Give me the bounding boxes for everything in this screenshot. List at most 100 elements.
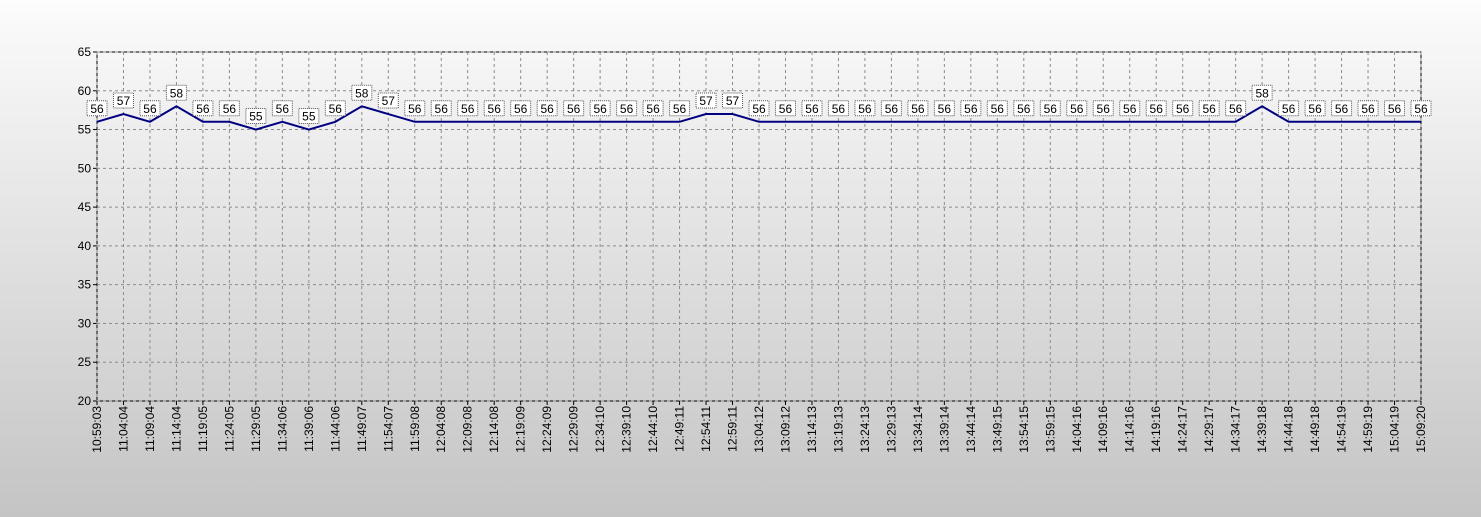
label-box [960,100,982,117]
label-box [324,100,346,117]
x-tick-label: 14:54:19 [1335,406,1349,453]
data-label: 56 [885,102,899,116]
x-tick-label: 11:54:07 [381,406,395,452]
label-box [748,100,770,117]
x-tick-label: 12:24:09 [540,406,554,453]
label-box [139,100,161,117]
label-box [1198,100,1220,117]
label-box [642,100,664,117]
data-label: 56 [1308,102,1322,116]
data-label: 56 [223,102,237,116]
label-box [86,100,108,117]
label-box [986,100,1008,117]
label-box [483,100,505,117]
label-box [1145,100,1167,117]
data-label: 56 [1361,102,1375,116]
data-label: 56 [1202,102,1216,116]
y-tick-label: 55 [78,123,92,137]
x-tick-label: 13:59:15 [1043,406,1057,453]
data-label: 57 [726,94,740,108]
data-label: 56 [1229,102,1243,116]
x-tick-label: 15:09:20 [1414,406,1428,453]
data-label: 56 [1070,102,1084,116]
data-label: 56 [461,102,475,116]
label-box [616,100,638,117]
x-tick-label: 11:44:06 [328,406,342,452]
x-tick-label: 14:19:16 [1149,406,1163,453]
x-tick-label: 13:29:13 [884,406,898,453]
x-tick-label: 14:44:18 [1282,406,1296,453]
data-label: 56 [276,102,290,116]
label-box [1172,100,1194,117]
label-box [1119,100,1141,117]
data-label: 56 [991,102,1005,116]
label-box [589,100,611,117]
x-tick-label: 13:39:14 [937,406,951,453]
x-tick-label: 12:14:08 [487,406,501,453]
x-tick-label: 12:09:08 [461,406,475,453]
data-label: 56 [143,102,157,116]
data-label: 56 [408,102,422,116]
data-label: 56 [90,102,104,116]
data-label: 56 [488,102,502,116]
label-box [774,100,796,117]
data-label: 56 [1414,102,1428,116]
x-tick-label: 13:19:13 [831,406,845,453]
x-tick-label: 12:44:10 [646,406,660,453]
label-box [1013,100,1035,117]
label-box [669,100,691,117]
data-label: 56 [196,102,210,116]
x-tick-label: 13:14:13 [805,406,819,453]
label-box [1092,100,1114,117]
data-label: 56 [1150,102,1164,116]
x-tick-label: 12:54:11 [699,406,713,452]
data-label: 56 [514,102,528,116]
line [96,105,1421,131]
data-label: 58 [170,86,184,100]
label-box [1225,100,1247,117]
data-label: 57 [699,94,713,108]
label-box [1384,100,1406,117]
data-label: 56 [858,102,872,116]
data-label: 56 [673,102,687,116]
data-label: 56 [964,102,978,116]
y-tick-label: 65 [78,45,92,59]
y-tick-label: 45 [78,200,92,214]
label-box [907,100,929,117]
x-tick-label: 11:14:04 [169,406,183,452]
x-tick-label: 13:54:15 [1017,406,1031,453]
label-box [1278,100,1300,117]
x-tick-label: 13:49:15 [990,406,1004,453]
label-box [854,100,876,117]
data-label: 57 [117,94,131,108]
x-tick-label: 13:34:14 [911,406,925,453]
label-box [430,100,452,117]
data-label: 55 [249,110,263,124]
label-box [722,92,744,109]
y-tick-label: 60 [78,84,92,98]
data-label: 56 [1335,102,1349,116]
x-tick-label: 14:39:18 [1255,406,1269,453]
x-tick-label: 14:24:17 [1176,406,1190,453]
data-label: 56 [435,102,449,116]
label-box [510,100,532,117]
x-tick-label: 13:44:14 [964,406,978,453]
y-tick-label: 50 [78,161,92,175]
label-box [1410,100,1432,117]
data-label: 56 [1176,102,1190,116]
x-tick-label: 11:39:06 [302,406,316,452]
label-box [457,100,479,117]
label-box [165,84,187,101]
data-label: 56 [752,102,766,116]
label-box [192,100,214,117]
x-tick-label: 12:39:10 [620,406,634,453]
x-tick-label: 12:49:11 [673,406,687,452]
data-label: 56 [805,102,819,116]
label-box [801,100,823,117]
data-label: 56 [1044,102,1058,116]
x-tick-label: 11:59:08 [408,406,422,452]
data-label: 56 [832,102,846,116]
label-box [112,92,134,109]
x-tick-label: 11:49:07 [355,406,369,452]
